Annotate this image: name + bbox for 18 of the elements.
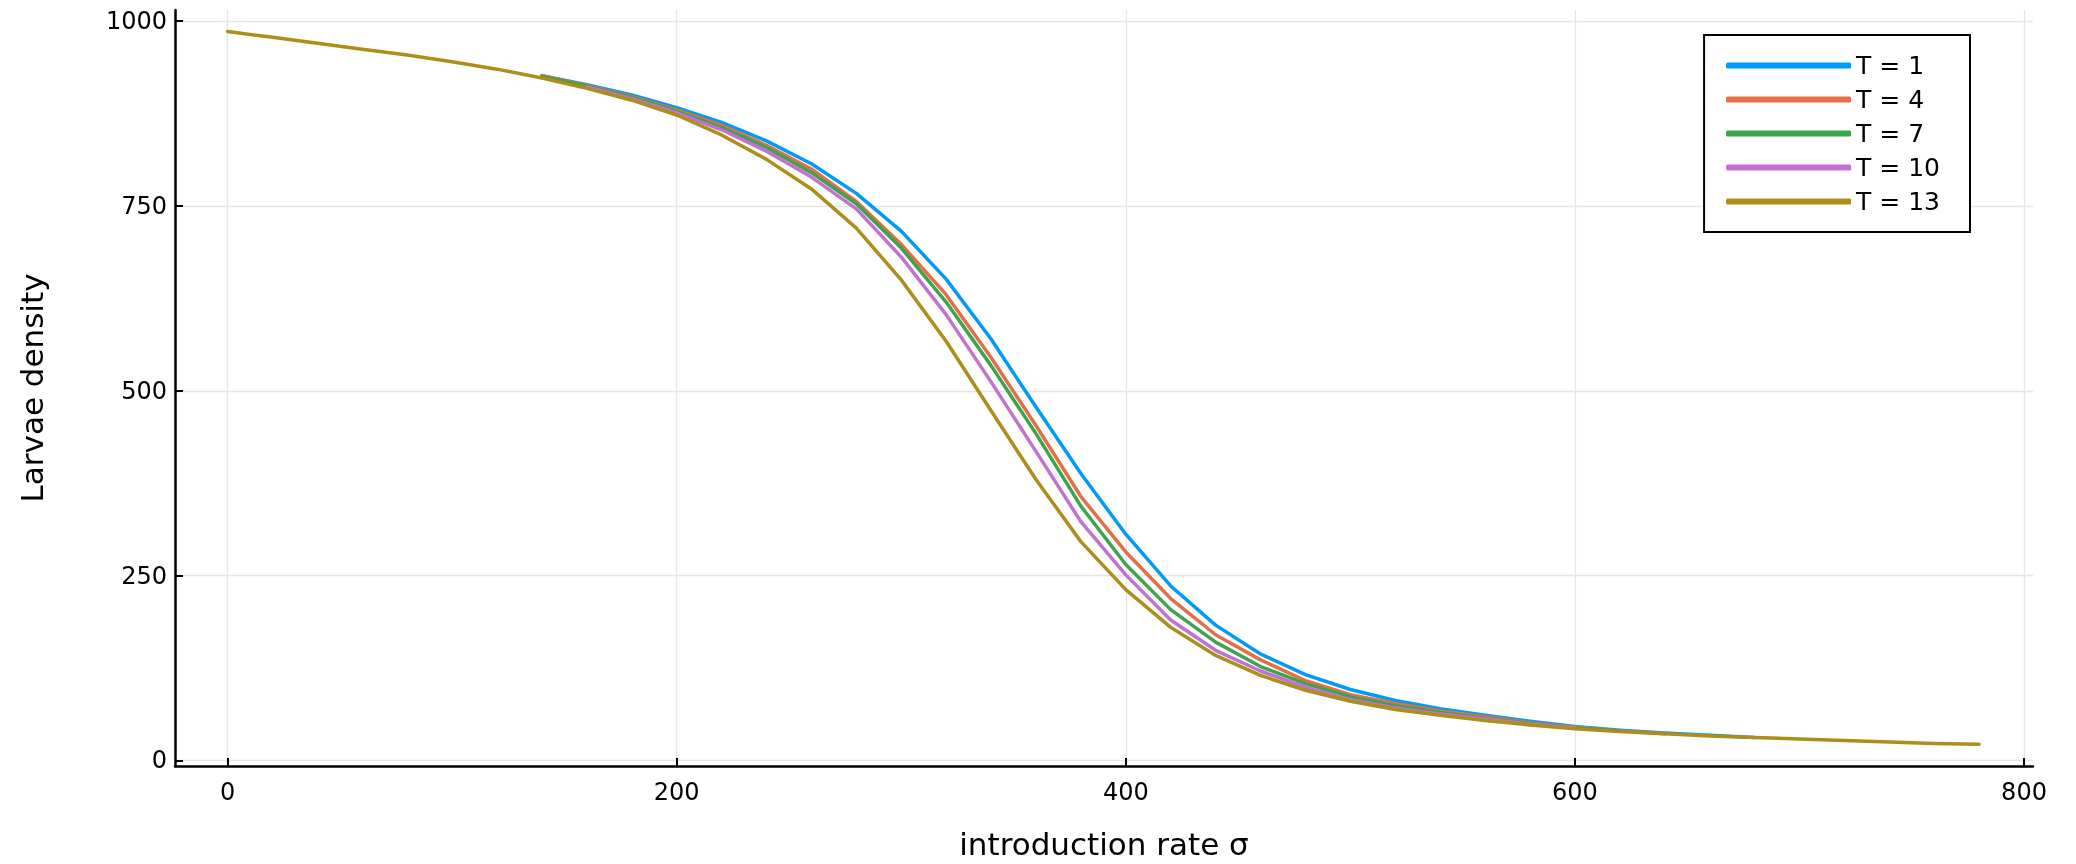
x-tick-label: 600	[1551, 778, 1598, 806]
y-tick-label: 1000	[105, 7, 167, 36]
y-tick-label: 0	[151, 746, 167, 775]
x-tick-label: 200	[653, 778, 700, 806]
legend-label: T = 10	[1855, 153, 1941, 182]
legend-label: T = 1	[1855, 51, 1925, 80]
line-series	[225, 29, 1981, 746]
x-tick-label: 800	[2001, 778, 2047, 806]
x-tick-label: 0	[219, 778, 236, 806]
x-axis-title: introduction rate σ	[959, 825, 1249, 862]
x-tick-label: 400	[1102, 778, 1149, 806]
legend-label: T = 4	[1855, 85, 1925, 114]
legend-label: T = 13	[1855, 187, 1941, 216]
y-tick-label: 500	[121, 376, 167, 405]
y-axis-title: Larvae density	[13, 273, 50, 503]
y-tick-label: 750	[121, 191, 167, 220]
legend-label: T = 7	[1855, 119, 1925, 148]
y-tick-label: 250	[121, 561, 167, 590]
